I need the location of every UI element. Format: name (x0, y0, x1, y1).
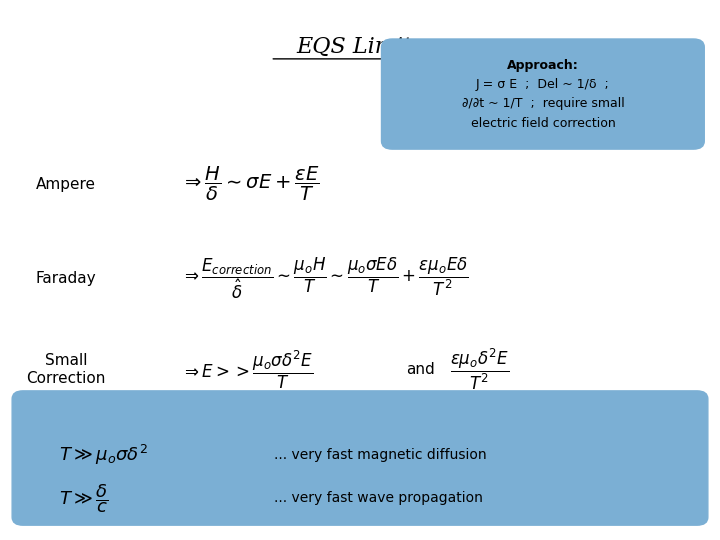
Text: $T \gg \mu_o \sigma \delta^2$: $T \gg \mu_o \sigma \delta^2$ (59, 443, 148, 468)
FancyBboxPatch shape (12, 391, 708, 525)
FancyBboxPatch shape (382, 39, 704, 149)
Text: $\dfrac{\epsilon \mu_o \delta^2 E}{T^2}$: $\dfrac{\epsilon \mu_o \delta^2 E}{T^2}$ (450, 347, 508, 392)
Text: $\Rightarrow \dfrac{E_{correction}}{\hat{\delta}} \sim \dfrac{\mu_o H}{T} \sim \: $\Rightarrow \dfrac{E_{correction}}{\hat… (181, 255, 469, 301)
Text: ∂/∂t ~ 1/T  ;  require small: ∂/∂t ~ 1/T ; require small (462, 97, 624, 110)
Text: ... very fast wave propagation: ... very fast wave propagation (274, 491, 483, 505)
Text: Approach:: Approach: (507, 59, 579, 72)
Text: Faraday: Faraday (35, 271, 96, 286)
Text: Small
Correction: Small Correction (26, 353, 106, 386)
Text: Ampere: Ampere (36, 177, 96, 192)
Text: $\Rightarrow \dfrac{H}{\delta} \sim \sigma E + \dfrac{\epsilon E}{T}$: $\Rightarrow \dfrac{H}{\delta} \sim \sig… (181, 165, 319, 203)
Text: electric field correction: electric field correction (470, 117, 616, 130)
Text: EQS Limits: EQS Limits (297, 36, 423, 58)
Text: $\Rightarrow E >> \dfrac{\mu_o \sigma \delta^2 E}{T}$: $\Rightarrow E >> \dfrac{\mu_o \sigma \d… (181, 348, 313, 390)
Text: and: and (407, 362, 436, 377)
Text: ... very fast magnetic diffusion: ... very fast magnetic diffusion (274, 448, 487, 462)
Text: J = σ E  ;  Del ~ 1/δ  ;: J = σ E ; Del ~ 1/δ ; (476, 78, 610, 91)
Text: $T \gg \dfrac{\delta}{c}$: $T \gg \dfrac{\delta}{c}$ (59, 482, 109, 515)
